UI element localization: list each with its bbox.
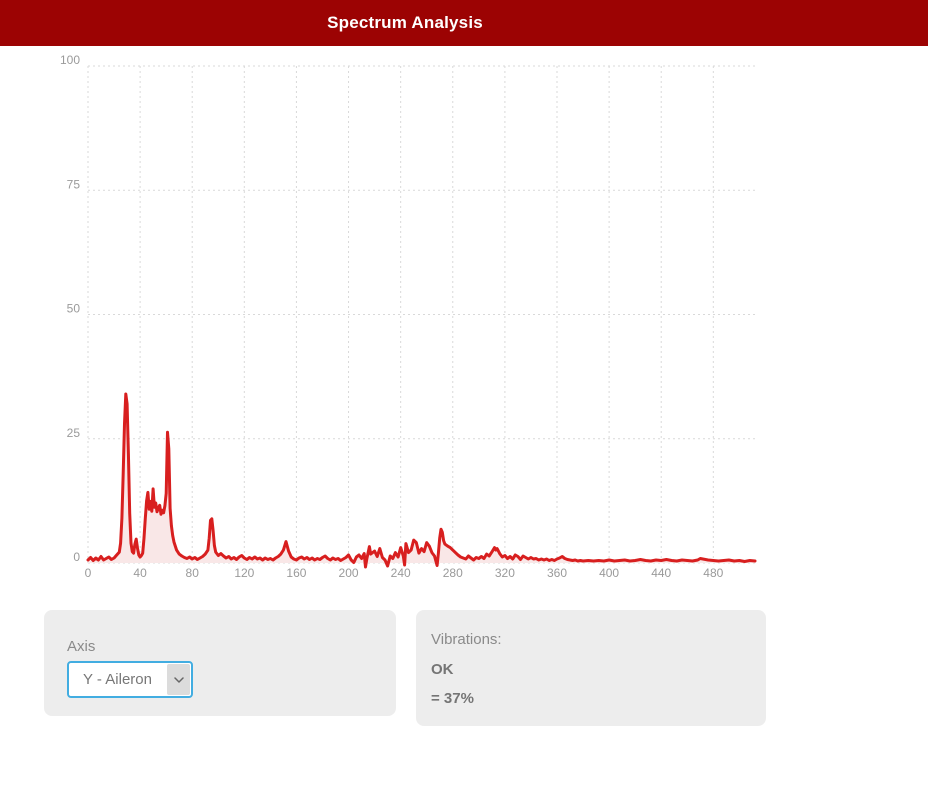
vibrations-value: = 37% (431, 690, 474, 707)
axis-select[interactable]: Y - Aileron (67, 661, 193, 698)
axis-label: Axis (67, 638, 96, 655)
spectrum-line (86, 392, 757, 569)
x-tick-label: 240 (391, 566, 411, 580)
vibrations-status: OK (431, 661, 454, 678)
x-tick-label: 400 (599, 566, 619, 580)
y-tick-label: 75 (67, 177, 81, 191)
chart-area: 0 25 50 75 100 0 40 80 120 160 200 240 280 320 360 400 4… (45, 50, 765, 595)
y-tick-label: 25 (67, 426, 81, 440)
spectrum-area-fill (88, 394, 755, 567)
vibrations-panel: Vibrations: OK = 37% (416, 610, 766, 726)
x-tick-label: 480 (703, 566, 723, 580)
x-tick-label: 160 (286, 566, 306, 580)
axis-select-value: Y - Aileron (83, 671, 152, 688)
x-tick-label: 40 (133, 566, 147, 580)
y-tick-label: 100 (60, 53, 80, 67)
x-tick-label: 320 (495, 566, 515, 580)
y-tick-label: 50 (67, 302, 81, 316)
chevron-down-icon (167, 664, 190, 695)
x-tick-label: 120 (234, 566, 254, 580)
x-tick-label: 360 (547, 566, 567, 580)
header-inner: Spectrum Analysis (0, 0, 810, 46)
x-tick-label: 80 (186, 566, 200, 580)
x-tick-label: 0 (85, 566, 92, 580)
axis-panel: Axis Y - Aileron (44, 610, 396, 716)
y-tick-label: 0 (73, 550, 80, 564)
spectrum-chart: 0 25 50 75 100 0 40 80 120 160 200 240 280 320 360 400 4… (60, 53, 757, 580)
x-tick-label: 200 (339, 566, 359, 580)
x-tick-label: 280 (443, 566, 463, 580)
x-tick-label: 440 (651, 566, 671, 580)
vibrations-label: Vibrations: (431, 631, 502, 648)
app-header: Spectrum Analysis (0, 0, 928, 46)
page-title: Spectrum Analysis (327, 13, 483, 32)
